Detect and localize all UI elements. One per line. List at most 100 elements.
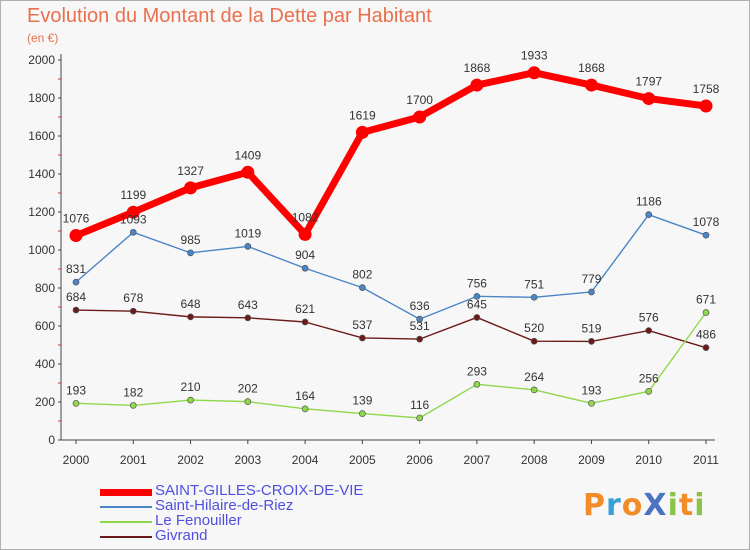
data-point — [416, 315, 423, 323]
series-layer — [69, 66, 713, 422]
data-label: 210 — [181, 380, 201, 394]
data-label: 648 — [181, 297, 201, 311]
data-label: 1797 — [635, 75, 662, 89]
series-line — [72, 69, 710, 240]
data-label: 779 — [581, 272, 601, 286]
series-line — [75, 213, 707, 320]
data-label: 293 — [467, 364, 487, 378]
data-point — [184, 181, 198, 195]
data-point — [72, 399, 80, 407]
data-point — [301, 318, 309, 326]
data-label: 831 — [66, 262, 86, 276]
data-label: 139 — [352, 394, 372, 408]
proxiti-logo: ProXiti — [583, 488, 706, 523]
data-point — [699, 99, 713, 113]
y-tick-label: 1800 — [28, 91, 55, 105]
data-label: 193 — [66, 383, 86, 397]
data-label: 636 — [410, 299, 430, 313]
data-point — [298, 227, 312, 241]
data-point — [645, 327, 653, 334]
data-label: 684 — [66, 290, 86, 304]
data-label: 1082 — [292, 210, 319, 224]
data-label: 256 — [639, 371, 659, 385]
data-label: 751 — [524, 277, 544, 291]
series-2 — [72, 309, 710, 422]
x-tick-label: 2004 — [292, 453, 319, 467]
legend-swatch — [100, 488, 152, 496]
data-point — [72, 306, 80, 314]
y-tick-label: 200 — [35, 395, 55, 409]
series-3 — [72, 306, 710, 352]
data-point — [702, 344, 710, 352]
data-point — [588, 338, 595, 345]
data-point — [359, 410, 366, 417]
logo-letter: i — [667, 488, 679, 523]
y-tick-label: 600 — [35, 319, 55, 333]
data-point — [187, 396, 194, 404]
data-label: 678 — [123, 291, 143, 305]
data-label: 520 — [524, 321, 544, 335]
series-line — [75, 311, 707, 419]
data-point — [187, 249, 194, 257]
data-point — [301, 405, 309, 413]
y-tick-label: 1400 — [28, 167, 55, 181]
data-label: 1868 — [578, 61, 605, 75]
data-point — [645, 211, 653, 219]
data-label: 1758 — [693, 82, 720, 96]
data-point — [244, 314, 252, 322]
data-label: 1078 — [693, 215, 720, 229]
logo-letter: X — [643, 488, 668, 523]
data-label: 519 — [581, 321, 601, 335]
y-tick-label: 400 — [35, 357, 55, 371]
data-label: 1700 — [406, 93, 433, 107]
x-tick-label: 2007 — [464, 453, 491, 467]
data-point — [470, 78, 484, 92]
y-tick-label: 2000 — [28, 53, 55, 67]
data-label: 1093 — [120, 212, 147, 226]
data-label: 1619 — [349, 108, 376, 122]
data-point — [126, 205, 140, 219]
data-label: 802 — [352, 268, 372, 282]
data-label: 576 — [639, 311, 659, 325]
data-point — [244, 243, 252, 250]
data-point — [129, 402, 137, 409]
x-tick-label: 2002 — [177, 453, 204, 467]
series-1 — [72, 211, 710, 323]
data-point — [588, 288, 595, 296]
data-point — [473, 314, 481, 321]
data-point — [301, 264, 309, 272]
x-tick-label: 2006 — [406, 453, 433, 467]
data-point — [527, 66, 541, 80]
logo-letter: P — [583, 488, 606, 523]
data-point — [645, 388, 653, 395]
y-tick-label: 1000 — [28, 243, 55, 257]
data-point — [129, 307, 137, 315]
legend-label: Saint-Hilaire-de-Riez — [155, 497, 294, 514]
legend-swatch — [100, 536, 152, 538]
data-point — [530, 293, 538, 301]
data-label: 182 — [123, 385, 143, 399]
data-point — [530, 386, 538, 394]
legend-label: SAINT-GILLES-CROIX-DE-VIE — [155, 482, 364, 499]
y-tick-label: 1600 — [28, 129, 55, 143]
x-tick-label: 2003 — [234, 453, 261, 467]
data-label: 1019 — [234, 226, 261, 240]
data-label: 193 — [581, 383, 601, 397]
data-label: 537 — [352, 318, 372, 332]
chart-subtitle: (en €) — [27, 31, 59, 45]
y-tick-label: 1200 — [28, 205, 55, 219]
data-point — [355, 125, 369, 139]
x-tick-label: 2008 — [521, 453, 548, 467]
data-point — [702, 231, 710, 239]
chart-title: Evolution du Montant de la Dette par Hab… — [27, 5, 432, 27]
data-point — [413, 110, 427, 124]
data-point — [530, 337, 538, 345]
data-label: 531 — [410, 319, 430, 333]
data-label: 1868 — [464, 61, 491, 75]
data-label: 1186 — [636, 195, 662, 209]
data-point — [642, 92, 656, 106]
data-label: 264 — [524, 370, 544, 384]
data-label: 645 — [467, 297, 487, 311]
data-label: 621 — [295, 302, 315, 316]
